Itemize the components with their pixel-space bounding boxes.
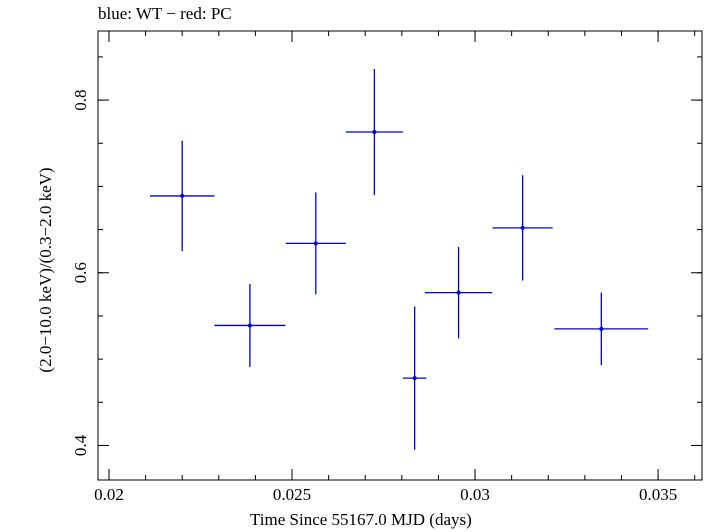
data-point (424, 246, 493, 339)
point-marker (520, 225, 525, 230)
x-tick-label: 0.035 (639, 485, 677, 504)
chart-title: blue: WT − red: PC (98, 4, 232, 23)
point-marker (372, 130, 377, 135)
x-tick-label: 0.02 (94, 485, 124, 504)
point-marker (599, 326, 604, 331)
data-point (402, 306, 427, 450)
x-tick-label: 0.03 (460, 485, 490, 504)
data-point (149, 140, 215, 252)
x-axis-label: Time Since 55167.0 MJD (days) (250, 510, 472, 529)
point-marker (180, 193, 185, 198)
y-axis-label: (2.0−10.0 keV)/(0.3−2.0 keV) (36, 167, 55, 373)
data-point (214, 283, 286, 367)
y-tick-label: 0.8 (71, 89, 90, 110)
point-marker (247, 323, 252, 328)
data-point (285, 192, 346, 295)
point-marker (456, 290, 461, 295)
point-marker (412, 376, 417, 381)
data-point (345, 68, 403, 196)
data-point (492, 175, 553, 281)
y-tick-label: 0.6 (71, 262, 90, 283)
point-marker (313, 241, 318, 246)
x-tick-label: 0.025 (273, 485, 311, 504)
plot-frame (97, 30, 703, 481)
y-tick-label: 0.4 (71, 434, 90, 456)
data-point (554, 292, 649, 366)
